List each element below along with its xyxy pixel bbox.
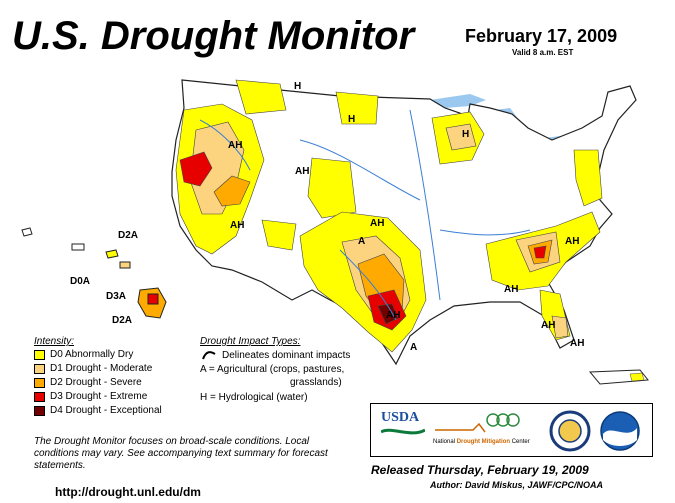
map-date: February 17, 2009 bbox=[465, 26, 618, 46]
impact-line-label: Delineates dominant impacts bbox=[222, 350, 351, 361]
impact-a-label-cont: grasslands) bbox=[290, 377, 342, 388]
map-label-h-2: H bbox=[348, 114, 356, 125]
drought-areas bbox=[175, 79, 603, 353]
map-label-ah-3: AH bbox=[230, 220, 245, 231]
valid-time: Valid 8 a.m. EST bbox=[512, 48, 574, 57]
map-label-ah-4: AH bbox=[370, 218, 385, 229]
ndmc-main: Drought Mitigation bbox=[456, 439, 511, 445]
map-label-ah-7: AH bbox=[504, 284, 519, 295]
impact-a-label: A = Agricultural (crops, pastures, bbox=[200, 364, 345, 375]
impact-line-icon bbox=[202, 351, 216, 360]
partner-logos: USDA National Drought Mitigation Center bbox=[370, 403, 653, 457]
ndmc-logo-text: National Drought Mitigation Center bbox=[433, 439, 543, 445]
usda-logo-text: USDA bbox=[381, 410, 420, 425]
legend-item-label: D3 Drought - Extreme bbox=[50, 391, 148, 402]
map-label-ah-9: AH bbox=[570, 338, 585, 349]
map-label-ah-8: AH bbox=[541, 320, 556, 331]
disclaimer-note: The Drought Monitor focuses on broad-sca… bbox=[34, 436, 328, 471]
hawaii-label-d2a-2: D2A bbox=[112, 315, 133, 326]
release-date: Released Thursday, February 19, 2009 bbox=[371, 463, 589, 477]
usda-logo: USDA bbox=[380, 410, 426, 450]
ndmc-suffix: Center bbox=[511, 439, 530, 445]
doc-seal-icon bbox=[549, 410, 591, 452]
map-label-ah-6: AH bbox=[565, 236, 580, 247]
ndmc-prefix: National bbox=[433, 439, 456, 445]
legend-item-label: D0 Abnormally Dry bbox=[50, 349, 134, 360]
legend-swatch bbox=[34, 350, 45, 360]
hawaii bbox=[21, 227, 167, 319]
map-label-a-2: A bbox=[410, 342, 418, 353]
impact-legend-title: Drought Impact Types: bbox=[200, 336, 301, 347]
legend-swatch bbox=[34, 364, 45, 374]
legend-item-label: D4 Drought - Exceptional bbox=[50, 405, 162, 416]
legend-swatch bbox=[34, 406, 45, 416]
legend-item-label: D1 Drought - Moderate bbox=[50, 363, 153, 374]
noaa-logo-icon bbox=[600, 411, 640, 451]
map-label-h-1: H bbox=[294, 81, 302, 92]
usda-logo-mark bbox=[380, 428, 426, 435]
author-line: Author: David Miskus, JAWF/CPC/NOAA bbox=[430, 480, 604, 490]
intensity-legend-title: Intensity: bbox=[34, 336, 75, 347]
legend-swatch bbox=[34, 392, 45, 402]
rivers bbox=[199, 109, 531, 321]
impact-h-label: H = Hydrological (water) bbox=[200, 392, 308, 403]
puerto-rico-drought bbox=[629, 372, 645, 382]
hawaii-label-d2a-1: D2A bbox=[118, 230, 139, 241]
ndmc-logo: National Drought Mitigation Center bbox=[433, 410, 543, 452]
hawaii-label-d3a: D3A bbox=[106, 291, 127, 302]
map-label-ah-2: AH bbox=[295, 166, 310, 177]
map-label-h-3: H bbox=[462, 129, 470, 140]
map-label-a-1: A bbox=[358, 236, 366, 247]
map-label-ah-1: AH bbox=[228, 140, 243, 151]
map-label-ah-5: AH bbox=[386, 310, 401, 321]
site-url[interactable]: http://drought.unl.edu/dm bbox=[55, 485, 201, 499]
page-title: U.S. Drought Monitor bbox=[12, 14, 415, 58]
hawaii-label-d0a: D0A bbox=[70, 276, 91, 287]
legend-swatch bbox=[34, 378, 45, 388]
legend-item-label: D2 Drought - Severe bbox=[50, 377, 142, 388]
drought-map bbox=[21, 79, 649, 385]
ndmc-tree-icon bbox=[435, 413, 520, 433]
